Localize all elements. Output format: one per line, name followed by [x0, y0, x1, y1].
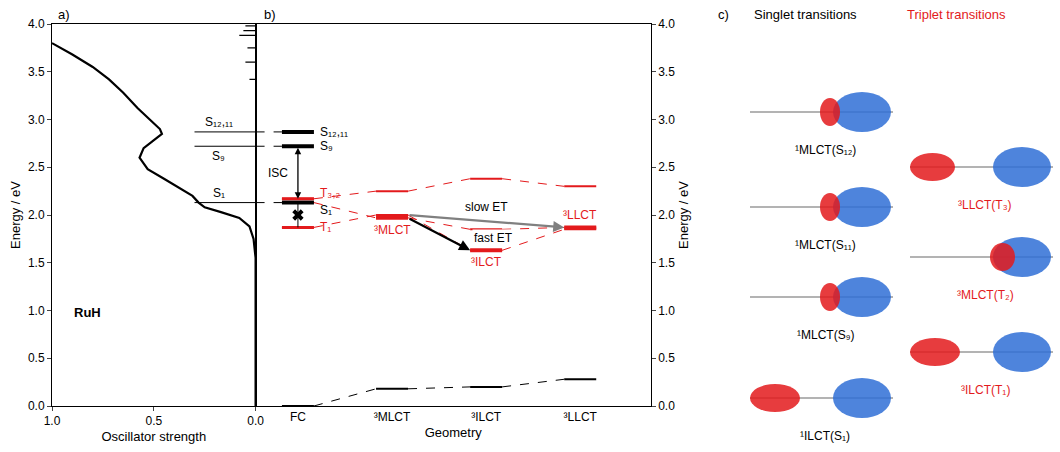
- svg-text:S₉: S₉: [212, 149, 225, 163]
- svg-text:b): b): [264, 7, 276, 22]
- svg-text:³ILCT(T₁): ³ILCT(T₁): [961, 383, 1010, 397]
- svg-text:1.0: 1.0: [44, 414, 61, 428]
- svg-text:0.0: 0.0: [28, 399, 45, 413]
- svg-text:3.0: 3.0: [28, 113, 45, 127]
- svg-text:T₁: T₁: [320, 220, 331, 234]
- svg-text:Oscillator strength: Oscillator strength: [101, 429, 206, 444]
- svg-text:3.5: 3.5: [28, 65, 45, 79]
- svg-text:2.0: 2.0: [28, 208, 45, 222]
- svg-text:4.0: 4.0: [658, 17, 675, 31]
- svg-text:S₉: S₉: [320, 139, 333, 153]
- svg-text:Energy / eV: Energy / eV: [676, 181, 691, 249]
- svg-text:1.0: 1.0: [28, 304, 45, 318]
- svg-text:³ILCT: ³ILCT: [471, 410, 502, 424]
- svg-text:T₃,₂: T₃,₂: [320, 186, 341, 200]
- svg-text:Geometry: Geometry: [425, 425, 483, 440]
- svg-text:³ILCT: ³ILCT: [471, 255, 502, 269]
- svg-text:4.0: 4.0: [28, 17, 45, 31]
- svg-text:0.5: 0.5: [145, 414, 162, 428]
- svg-text:3.0: 3.0: [658, 113, 675, 127]
- svg-text:¹MLCT(S₁₂): ¹MLCT(S₁₂): [795, 143, 856, 157]
- svg-text:RuH: RuH: [74, 305, 101, 320]
- svg-text:S₁: S₁: [213, 186, 225, 200]
- svg-text:¹ILCT(S₁): ¹ILCT(S₁): [800, 429, 850, 443]
- svg-text:1.5: 1.5: [28, 256, 45, 270]
- svg-text:³LLCT: ³LLCT: [563, 208, 597, 222]
- svg-text:ISC: ISC: [268, 166, 288, 180]
- svg-text:2.5: 2.5: [658, 160, 675, 174]
- svg-text:0.0: 0.0: [658, 399, 675, 413]
- svg-text:1.5: 1.5: [658, 256, 675, 270]
- svg-text:3.5: 3.5: [658, 65, 675, 79]
- svg-text:c): c): [718, 7, 729, 22]
- svg-text:0.5: 0.5: [28, 351, 45, 365]
- svg-text:S₁₂,₁₁: S₁₂,₁₁: [320, 125, 348, 139]
- svg-text:slow ET: slow ET: [465, 200, 508, 214]
- svg-text:³MLCT(T₂): ³MLCT(T₂): [957, 288, 1014, 302]
- svg-text:0.5: 0.5: [658, 351, 675, 365]
- svg-text:a): a): [58, 7, 70, 22]
- svg-text:fast ET: fast ET: [474, 231, 513, 245]
- svg-text:Energy / eV: Energy / eV: [8, 181, 23, 249]
- svg-text:¹MLCT(S₉): ¹MLCT(S₉): [797, 328, 854, 342]
- svg-text:FC: FC: [290, 410, 306, 424]
- svg-text:0.0: 0.0: [247, 414, 264, 428]
- svg-text:³MLCT: ³MLCT: [374, 223, 411, 237]
- svg-text:³MLCT: ³MLCT: [374, 410, 411, 424]
- svg-text:2.0: 2.0: [658, 208, 675, 222]
- svg-text:³LLCT(T₃): ³LLCT(T₃): [958, 198, 1012, 212]
- svg-text:S₁: S₁: [320, 203, 332, 217]
- svg-text:Singlet transitions: Singlet transitions: [754, 7, 857, 22]
- svg-text:¹MLCT(S₁₁): ¹MLCT(S₁₁): [795, 238, 856, 252]
- svg-text:S₁₂,₁₁: S₁₂,₁₁: [205, 115, 233, 129]
- svg-text:2.5: 2.5: [28, 160, 45, 174]
- svg-text:1.0: 1.0: [658, 304, 675, 318]
- svg-text:³LLCT: ³LLCT: [564, 410, 598, 424]
- svg-text:Triplet transitions: Triplet transitions: [907, 7, 1006, 22]
